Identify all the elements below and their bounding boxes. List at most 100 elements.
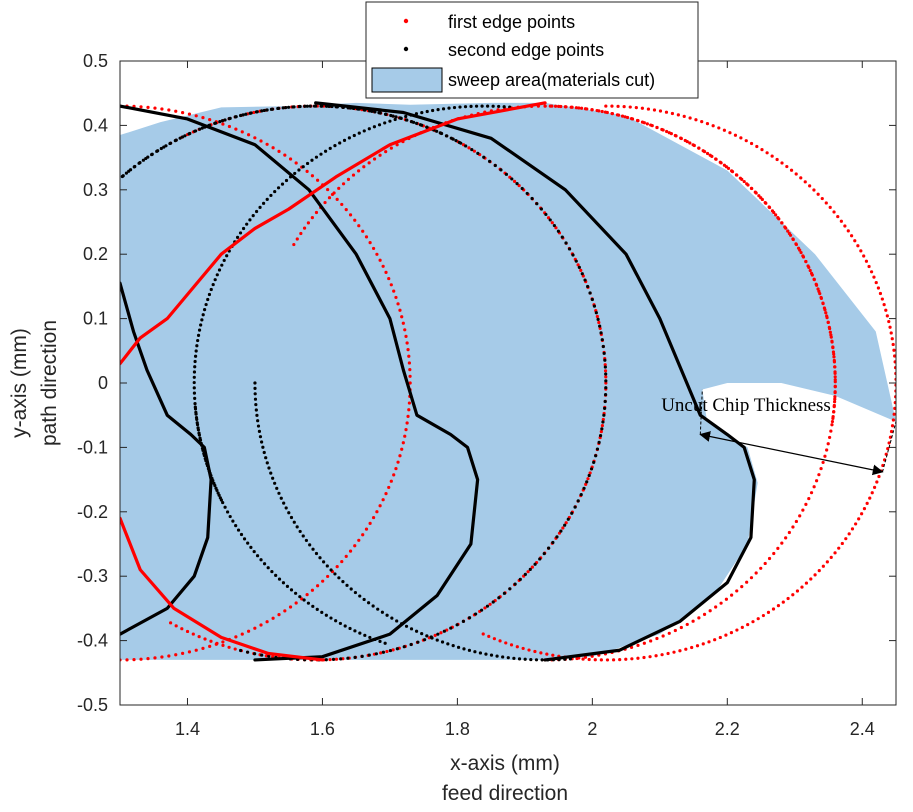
- second-edge-point: [352, 133, 356, 138]
- first-edge-point: [357, 538, 361, 542]
- second-edge-point: [159, 146, 163, 151]
- first-edge-point: [381, 264, 385, 268]
- first-edge-point: [694, 118, 698, 122]
- first-edge-point: [819, 296, 823, 300]
- first-edge-point: [539, 651, 543, 655]
- second-edge-point: [555, 535, 559, 539]
- first-edge-point: [504, 641, 508, 645]
- second-edge-point: [534, 658, 539, 662]
- first-edge-point: [375, 510, 379, 514]
- first-edge-point: [833, 397, 837, 401]
- annotation-dash-right: [882, 421, 897, 473]
- first-edge-point: [181, 111, 185, 115]
- second-edge-point: [603, 358, 607, 362]
- first-edge-point: [642, 641, 646, 645]
- second-edge-point: [289, 588, 294, 592]
- second-edge-point: [598, 434, 603, 438]
- second-edge-point: [198, 436, 202, 440]
- second-edge-point: [409, 627, 414, 631]
- x-axis-label: x-axis (mm): [450, 752, 560, 775]
- second-edge-point: [480, 104, 484, 108]
- y-tick-label: -0.5: [77, 695, 108, 715]
- second-edge-point: [523, 657, 527, 661]
- first-edge-point: [543, 104, 547, 108]
- first-edge-point: [515, 645, 519, 649]
- first-edge-point: [640, 120, 645, 124]
- second-edge-point: [284, 178, 289, 183]
- first-edge-point: [139, 105, 143, 109]
- second-edge-point: [547, 546, 551, 550]
- first-edge-point: [701, 642, 705, 646]
- first-edge-point: [509, 643, 514, 647]
- second-edge-point: [390, 616, 394, 620]
- second-edge-point: [333, 572, 337, 576]
- second-edge-point: [234, 524, 238, 528]
- second-edge-point: [373, 110, 377, 114]
- first-edge-point: [551, 653, 555, 657]
- first-edge-dense-curves: [120, 101, 547, 662]
- second-edge-point: [220, 263, 224, 267]
- first-edge-point: [794, 242, 798, 246]
- first-edge-point: [616, 104, 620, 108]
- second-edge-point: [533, 562, 537, 566]
- first-edge-point: [828, 330, 832, 334]
- first-edge-point: [335, 565, 339, 569]
- second-edge-point: [462, 647, 466, 651]
- second-edge-point: [441, 107, 446, 111]
- first-edge-point: [407, 401, 411, 405]
- first-edge-point: [326, 574, 330, 579]
- first-edge-point: [889, 331, 893, 335]
- second-edge-point: [596, 317, 600, 322]
- first-edge-point: [714, 605, 718, 609]
- first-edge-point: [718, 160, 722, 164]
- first-edge-point: [378, 153, 382, 157]
- first-edge-point: [332, 191, 336, 195]
- first-edge-point: [728, 131, 732, 135]
- second-edge-point: [595, 447, 600, 451]
- second-edge-point: [345, 583, 349, 587]
- second-edge-point: [367, 653, 371, 657]
- second-edge-point: [225, 510, 230, 514]
- first-edge-point: [394, 466, 398, 471]
- legend-marker-first-edge: [403, 18, 409, 24]
- first-edge-point: [812, 278, 816, 282]
- first-edge-point: [892, 348, 896, 352]
- second-edge-point: [273, 481, 277, 485]
- second-edge-point: [459, 141, 463, 145]
- second-edge-point: [501, 655, 505, 659]
- first-edge-point: [816, 192, 820, 196]
- second-edge-point: [358, 631, 362, 635]
- second-edge-point: [228, 116, 232, 120]
- first-edge-point: [893, 406, 896, 411]
- first-edge-point: [384, 270, 388, 275]
- first-edge-point: [389, 283, 393, 287]
- first-edge-point: [836, 214, 840, 219]
- legend-marker-second-edge: [403, 46, 409, 52]
- second-edge-point: [87, 209, 90, 212]
- second-edge-point: [484, 652, 488, 656]
- first-edge-point: [700, 120, 704, 124]
- first-edge-point: [740, 625, 744, 629]
- y-tick-label: -0.3: [77, 566, 108, 586]
- first-edge-point: [187, 112, 192, 116]
- first-edge-point: [586, 477, 590, 481]
- first-edge-point: [253, 626, 257, 630]
- first-edge-point: [739, 136, 743, 140]
- second-edge-point: [588, 291, 592, 295]
- first-edge-point: [387, 485, 391, 490]
- first-edge-point: [620, 114, 625, 118]
- second-edge-point: [281, 581, 286, 585]
- first-edge-point: [362, 165, 366, 169]
- first-edge-point: [396, 302, 400, 306]
- second-edge-point: [404, 114, 408, 119]
- first-edge-point: [288, 157, 293, 161]
- first-edge-point: [820, 196, 824, 201]
- first-edge-point: [194, 648, 198, 652]
- first-edge-point: [378, 258, 382, 262]
- first-edge-point: [844, 537, 848, 541]
- second-edge-point: [221, 500, 225, 505]
- second-edge-point: [604, 379, 608, 383]
- second-edge-point: [35, 307, 38, 310]
- first-edge-point: [833, 400, 837, 404]
- second-edge-point: [120, 174, 124, 179]
